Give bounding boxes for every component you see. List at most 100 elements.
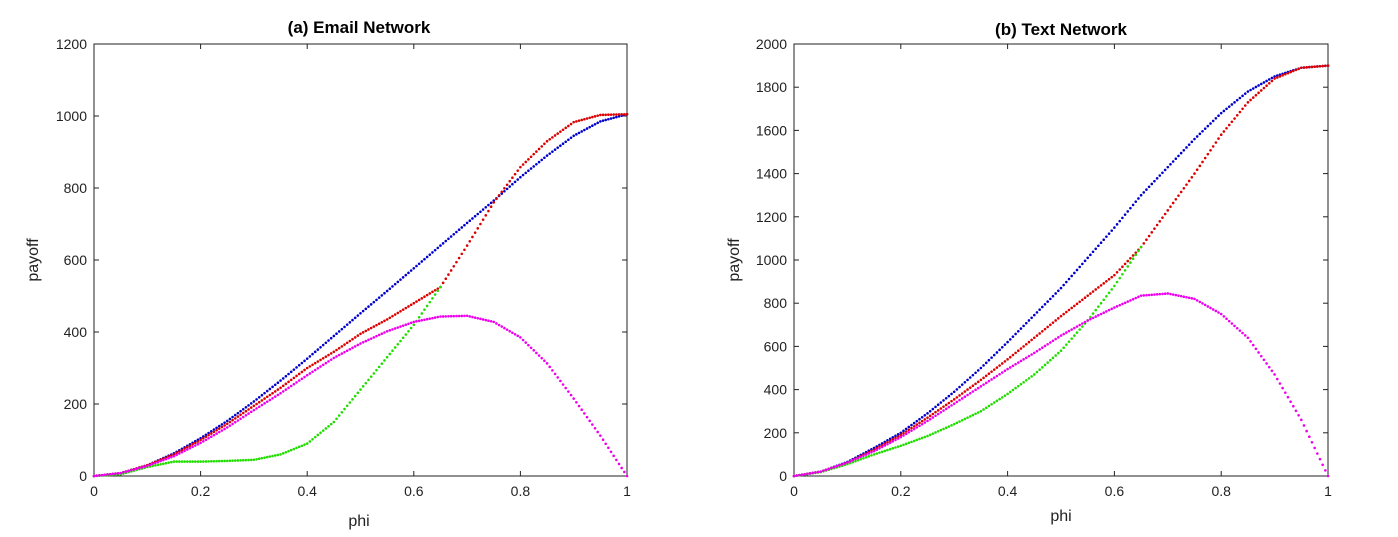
- data-point: [383, 331, 386, 334]
- data-point: [209, 435, 213, 438]
- data-point: [529, 346, 533, 350]
- data-point: [872, 453, 876, 456]
- data-point: [356, 314, 360, 317]
- data-point: [396, 311, 400, 315]
- data-point: [220, 459, 224, 463]
- data-point: [599, 113, 602, 117]
- data-point: [966, 378, 969, 382]
- data-point: [1134, 200, 1138, 203]
- data-point: [1275, 74, 1279, 77]
- data-point: [484, 206, 488, 209]
- data-point: [303, 443, 306, 446]
- data-point: [1201, 129, 1204, 133]
- data-point: [1257, 91, 1260, 95]
- data-point: [878, 447, 881, 450]
- data-point: [196, 442, 200, 446]
- data-point: [1203, 303, 1207, 307]
- data-point: [1035, 311, 1039, 314]
- data-point: [966, 416, 969, 419]
- data-point: [923, 435, 927, 439]
- data-point: [212, 459, 216, 463]
- data-point: [476, 316, 480, 320]
- data-point: [303, 359, 306, 363]
- data-point: [191, 443, 194, 446]
- data-point: [596, 114, 599, 117]
- data-point: [279, 386, 282, 390]
- x-tick-label: 0: [790, 483, 798, 499]
- data-point: [519, 175, 522, 179]
- data-point: [519, 165, 522, 169]
- data-point: [1102, 282, 1106, 285]
- data-point: [521, 338, 525, 342]
- data-point: [196, 460, 200, 463]
- data-point: [255, 402, 258, 406]
- data-point: [583, 117, 586, 121]
- data-point: [217, 424, 221, 428]
- data-point: [420, 297, 424, 300]
- data-point: [947, 401, 951, 405]
- data-point: [798, 473, 801, 477]
- data-point: [1057, 289, 1060, 293]
- data-point: [1075, 325, 1079, 328]
- data-point: [180, 450, 184, 454]
- data-point: [1310, 65, 1314, 69]
- data-point: [856, 458, 860, 462]
- data-point: [503, 186, 506, 190]
- data-point: [383, 291, 386, 295]
- data-point: [511, 182, 514, 186]
- data-point: [942, 405, 945, 408]
- data-point: [535, 162, 538, 166]
- data-point: [1091, 290, 1095, 293]
- data-point: [1254, 85, 1258, 89]
- data-point: [479, 210, 482, 214]
- data-point: [1038, 348, 1041, 351]
- data-point: [1134, 251, 1138, 254]
- data-point: [369, 337, 373, 340]
- data-point: [265, 395, 269, 399]
- data-point: [417, 319, 421, 323]
- data-point: [441, 242, 445, 245]
- data-point: [958, 385, 961, 389]
- data-point: [593, 426, 597, 430]
- data-point: [535, 150, 538, 153]
- data-point: [1174, 198, 1178, 201]
- data-point: [268, 398, 272, 402]
- data-point: [247, 404, 250, 407]
- data-point: [976, 386, 980, 390]
- data-point: [1321, 64, 1324, 68]
- data-point: [1230, 322, 1234, 325]
- data-point: [223, 427, 226, 431]
- data-point: [1278, 75, 1282, 78]
- y-tick-label: 0: [779, 468, 787, 484]
- data-point: [388, 287, 392, 290]
- data-point: [545, 139, 549, 143]
- data-point: [1123, 213, 1127, 216]
- data-point: [524, 341, 528, 344]
- data-point: [1137, 249, 1140, 253]
- data-point: [1225, 126, 1228, 130]
- data-point: [1110, 229, 1114, 232]
- data-point: [1091, 312, 1095, 315]
- data-point: [1014, 362, 1017, 366]
- data-point: [1003, 360, 1007, 363]
- data-point: [575, 133, 578, 136]
- data-point: [236, 419, 240, 422]
- data-point: [1308, 435, 1311, 438]
- data-point: [1003, 343, 1007, 346]
- data-point: [268, 387, 272, 391]
- data-point: [1243, 334, 1247, 337]
- data-point: [388, 316, 392, 320]
- data-point: [284, 374, 288, 378]
- data-point: [1139, 245, 1143, 249]
- data-point: [984, 361, 988, 365]
- data-point: [1275, 377, 1279, 381]
- data-point: [1324, 64, 1327, 68]
- data-point: [511, 176, 514, 179]
- data-point: [1238, 329, 1242, 332]
- data-point: [305, 366, 309, 370]
- data-point: [1198, 132, 1202, 136]
- y-tick-label: 200: [64, 396, 88, 412]
- data-point: [487, 203, 490, 207]
- data-point: [343, 407, 346, 411]
